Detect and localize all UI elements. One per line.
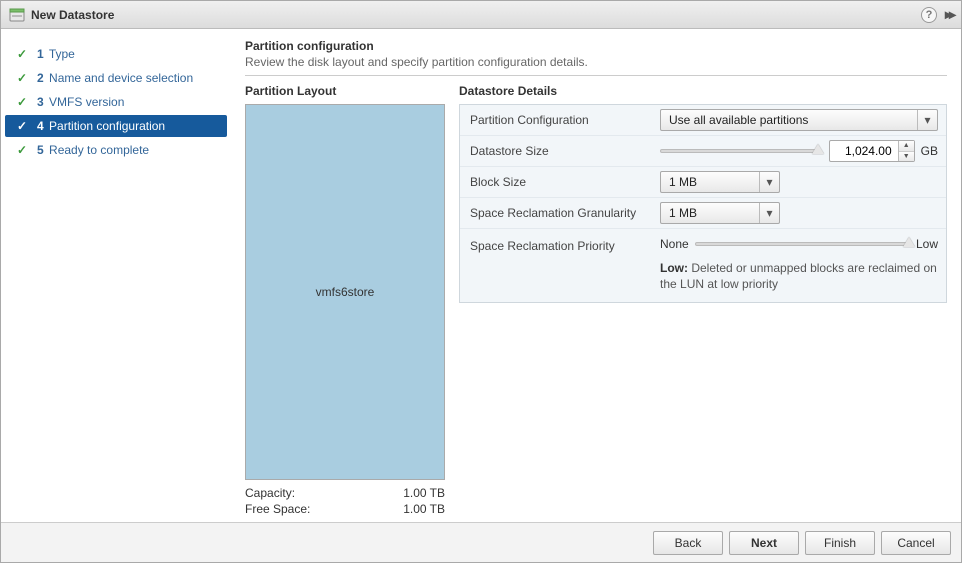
step-type[interactable]: ✓ 1 Type (5, 43, 227, 65)
priority-left-label: None (660, 237, 689, 251)
datastore-size-field[interactable] (830, 141, 898, 161)
step-partition-config[interactable]: ✓ 4 Partition configuration (5, 115, 227, 137)
row-partition-configuration: Partition Configuration Use all availabl… (460, 105, 946, 136)
cancel-button[interactable]: Cancel (881, 531, 951, 555)
partition-block: vmfs6store (245, 104, 445, 480)
dialog-body: ✓ 1 Type ✓ 2 Name and device selection ✓… (1, 29, 961, 522)
partition-configuration-dropdown[interactable]: Use all available partitions ▾ (660, 109, 938, 131)
reclaim-granularity-dropdown[interactable]: 1 MB ▾ (660, 202, 780, 224)
step-name-device[interactable]: ✓ 2 Name and device selection (5, 67, 227, 89)
check-icon: ✓ (15, 71, 29, 85)
page-title: Partition configuration (245, 39, 947, 53)
check-icon: ✓ (15, 47, 29, 61)
row-reclaim-priority: Space Reclamation Priority None Low (460, 229, 946, 302)
content-row: Partition Layout vmfs6store Capacity: 1.… (245, 84, 947, 516)
page-subtitle: Review the disk layout and specify parti… (245, 55, 947, 69)
back-button[interactable]: Back (653, 531, 723, 555)
free-value: 1.00 TB (403, 502, 445, 516)
capacity-value: 1.00 TB (403, 486, 445, 500)
partition-name: vmfs6store (316, 285, 375, 299)
datastore-details-panel: Datastore Details Partition Configuratio… (459, 84, 947, 516)
partition-layout-panel: Partition Layout vmfs6store Capacity: 1.… (245, 84, 445, 516)
layout-info: Capacity: 1.00 TB Free Space: 1.00 TB (245, 486, 445, 516)
step-ready[interactable]: ✓ 5 Ready to complete (5, 139, 227, 161)
help-icon[interactable]: ? (921, 7, 937, 23)
reclaim-priority-slider[interactable] (695, 242, 910, 246)
datastore-size-input[interactable]: ▲ ▼ (829, 140, 915, 162)
datastore-icon (9, 7, 25, 23)
wizard-footer: Back Next Finish Cancel (1, 522, 961, 562)
chevron-down-icon: ▾ (759, 172, 779, 192)
details-table: Partition Configuration Use all availabl… (459, 104, 947, 303)
main-panel: Partition configuration Review the disk … (231, 29, 961, 522)
spin-up-icon[interactable]: ▲ (899, 141, 914, 152)
row-datastore-size: Datastore Size ▲ ▼ (460, 136, 946, 167)
row-block-size: Block Size 1 MB ▾ (460, 167, 946, 198)
partition-layout-title: Partition Layout (245, 84, 445, 98)
size-unit: GB (921, 144, 938, 158)
check-icon: ✓ (15, 95, 29, 109)
datastore-size-slider[interactable] (660, 149, 819, 153)
expand-icon[interactable]: ▸▸ (945, 6, 953, 23)
spin-down-icon[interactable]: ▼ (899, 152, 914, 162)
window-title: New Datastore (31, 8, 921, 22)
next-button[interactable]: Next (729, 531, 799, 555)
divider (245, 75, 947, 76)
free-label: Free Space: (245, 502, 310, 516)
priority-help-text: Low: Deleted or unmapped blocks are recl… (660, 257, 938, 292)
wizard-window: New Datastore ? ▸▸ ✓ 1 Type ✓ 2 Name and… (0, 0, 962, 563)
row-reclaim-granularity: Space Reclamation Granularity 1 MB ▾ (460, 198, 946, 229)
titlebar: New Datastore ? ▸▸ (1, 1, 961, 29)
block-size-dropdown[interactable]: 1 MB ▾ (660, 171, 780, 193)
check-icon: ✓ (15, 119, 29, 133)
datastore-details-title: Datastore Details (459, 84, 947, 98)
finish-button[interactable]: Finish (805, 531, 875, 555)
chevron-down-icon: ▾ (759, 203, 779, 223)
capacity-label: Capacity: (245, 486, 295, 500)
priority-right-label: Low (916, 237, 938, 251)
chevron-down-icon: ▾ (917, 110, 937, 130)
wizard-steps: ✓ 1 Type ✓ 2 Name and device selection ✓… (1, 29, 231, 522)
check-icon: ✓ (15, 143, 29, 157)
step-vmfs-version[interactable]: ✓ 3 VMFS version (5, 91, 227, 113)
